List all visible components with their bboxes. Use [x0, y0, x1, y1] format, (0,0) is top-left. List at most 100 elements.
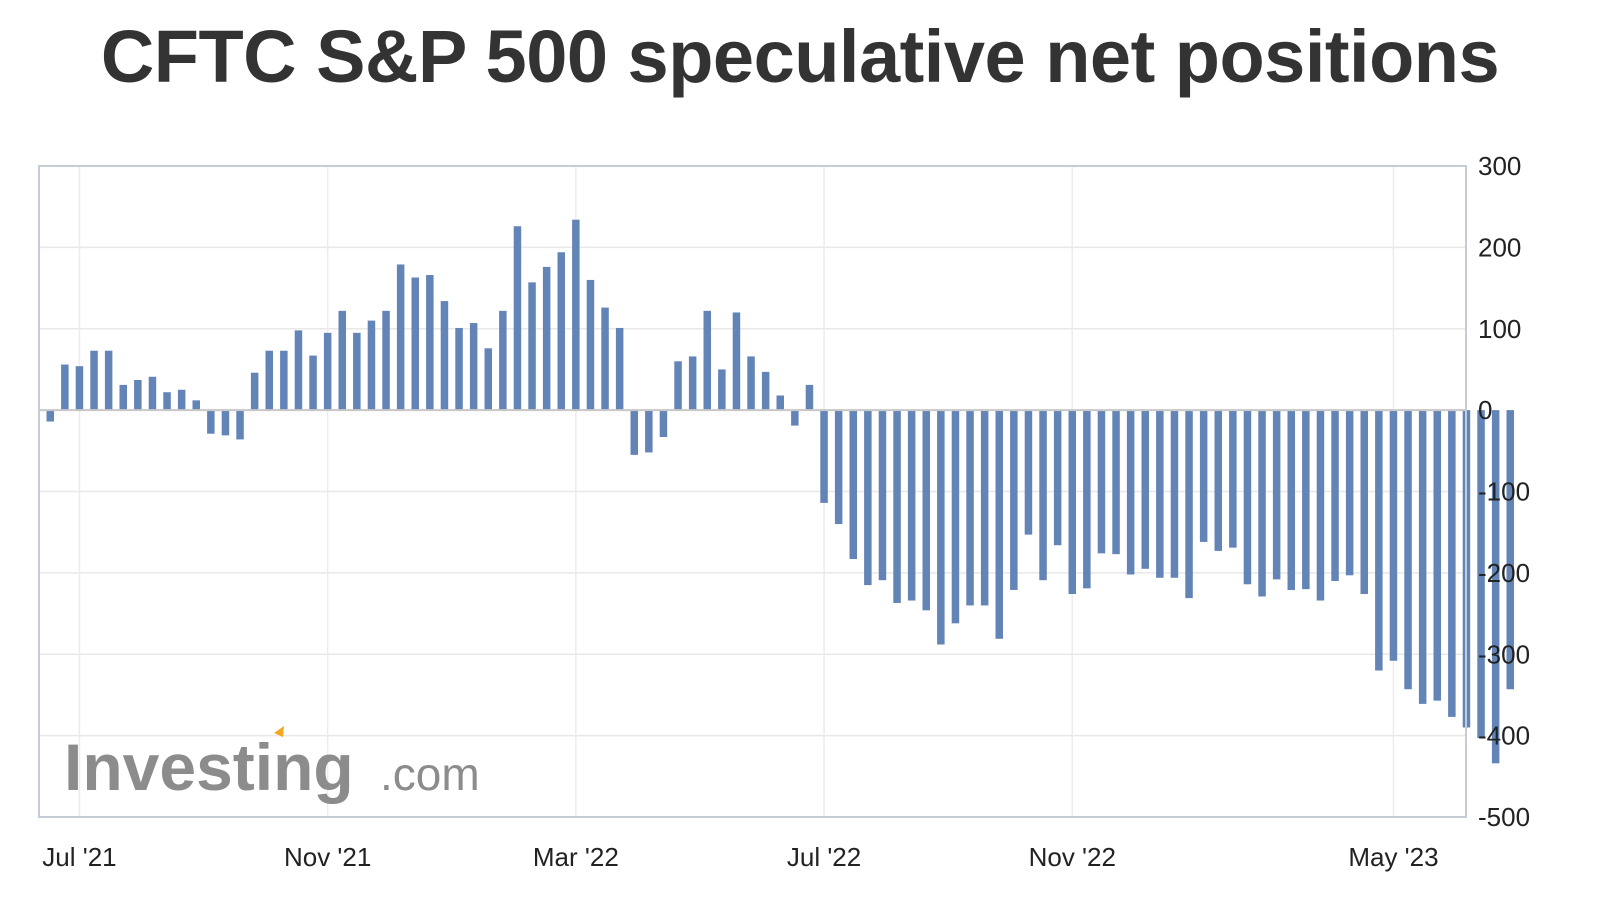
- bar: [572, 219, 580, 411]
- bar: [1010, 410, 1018, 590]
- y-tick-label: 200: [1478, 232, 1521, 262]
- bar: [177, 389, 186, 411]
- bar: [601, 307, 609, 411]
- bar: [542, 266, 551, 411]
- bar: [907, 410, 916, 601]
- bar: [513, 226, 522, 411]
- x-tick-label: Nov '21: [284, 842, 371, 872]
- bar: [747, 356, 755, 411]
- bar: [966, 410, 974, 606]
- bar: [995, 410, 1003, 639]
- x-tick-label: May '23: [1348, 842, 1438, 872]
- bar: [615, 327, 624, 411]
- bar: [893, 410, 901, 603]
- bar: [499, 310, 507, 411]
- bar: [1316, 410, 1325, 601]
- bar: [469, 323, 478, 411]
- bar: [586, 279, 595, 411]
- bar: [1141, 410, 1149, 569]
- bar: [659, 410, 668, 437]
- bars: [46, 219, 1514, 764]
- bar: [980, 410, 989, 606]
- bar: [1375, 410, 1383, 671]
- bar: [761, 371, 770, 411]
- x-tick-label: Nov '22: [1029, 842, 1116, 872]
- bar: [864, 410, 872, 586]
- bar: [1185, 410, 1193, 599]
- bar: [1199, 410, 1208, 542]
- bar: [148, 376, 157, 411]
- y-tick-label: 0: [1478, 395, 1492, 425]
- bar: [937, 410, 945, 645]
- y-tick-label: -200: [1478, 558, 1530, 588]
- bar: [805, 384, 814, 411]
- logo-accent-icon: [274, 726, 284, 737]
- bar: [1389, 410, 1398, 661]
- bar: [1404, 410, 1412, 690]
- bar: [484, 348, 492, 411]
- bar: [382, 310, 390, 411]
- bar: [820, 410, 828, 503]
- bar: [834, 410, 843, 525]
- bar: [119, 384, 127, 411]
- bar: [309, 355, 317, 411]
- x-axis: Jul '21 Nov '21 Mar '22 Jul '22 Nov '22 May '…: [42, 842, 1438, 872]
- bar: [528, 282, 536, 411]
- bar: [922, 410, 930, 611]
- grid-lines: [39, 165, 1466, 818]
- bar: [849, 410, 857, 560]
- x-tick-label: Jul '21: [42, 842, 116, 872]
- bar: [396, 264, 405, 411]
- y-tick-label: -300: [1478, 639, 1530, 669]
- bar: [1068, 410, 1076, 595]
- chart-title: CFTC S&P 500 speculative net positions: [100, 15, 1500, 98]
- bar: [236, 410, 244, 440]
- bar: [353, 332, 361, 411]
- bar: [367, 320, 376, 411]
- bar: [1214, 410, 1222, 551]
- y-tick-label: 300: [1478, 151, 1521, 181]
- watermark-main: Investing: [64, 730, 354, 804]
- bar: [776, 395, 784, 411]
- x-tick-label: Jul '22: [787, 842, 861, 872]
- y-tick-label: -400: [1478, 721, 1530, 751]
- x-tick-label: Mar '22: [533, 842, 619, 872]
- y-tick-label: 100: [1478, 314, 1521, 344]
- bar: [207, 410, 215, 434]
- y-tick-label: -100: [1478, 477, 1530, 507]
- bar: [674, 361, 682, 411]
- bar: [1331, 410, 1339, 582]
- bar: [1477, 410, 1485, 739]
- y-tick-label: -500: [1478, 802, 1530, 832]
- bar: [250, 372, 259, 411]
- bar: [1491, 410, 1500, 764]
- bar: [1024, 410, 1033, 535]
- bar: [90, 350, 98, 411]
- bar: [221, 410, 230, 436]
- bar: [1433, 410, 1441, 701]
- investing-logo: Investing .com: [64, 726, 480, 804]
- bar: [192, 400, 200, 411]
- bar: [878, 410, 887, 581]
- bar: [1229, 410, 1237, 548]
- bar: [1243, 410, 1252, 585]
- bar: [630, 410, 638, 455]
- bar: [791, 410, 799, 426]
- bar: [1448, 410, 1456, 717]
- bar: [1418, 410, 1427, 704]
- bar: [323, 332, 332, 411]
- bar: [732, 312, 741, 411]
- bar: [411, 277, 419, 411]
- bar: [134, 380, 142, 411]
- bar: [104, 350, 113, 411]
- bar: [1506, 410, 1514, 690]
- bar: [718, 369, 726, 411]
- bar: [1053, 410, 1062, 546]
- bar: [455, 327, 463, 411]
- bar: [1126, 410, 1135, 575]
- bar: [688, 356, 697, 411]
- bar: [440, 301, 449, 411]
- bar: [557, 252, 565, 411]
- bar: [1112, 410, 1120, 555]
